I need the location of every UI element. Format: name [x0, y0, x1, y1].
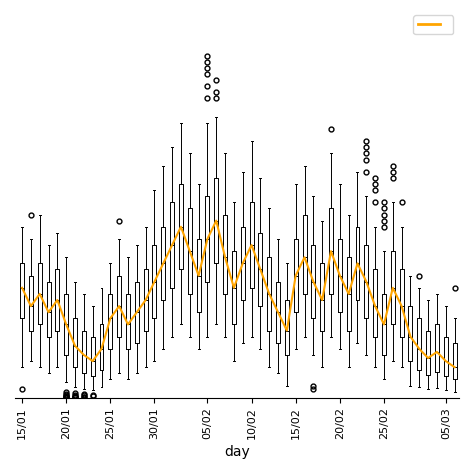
X-axis label: day: day — [224, 445, 250, 459]
Legend:  — [413, 16, 454, 34]
